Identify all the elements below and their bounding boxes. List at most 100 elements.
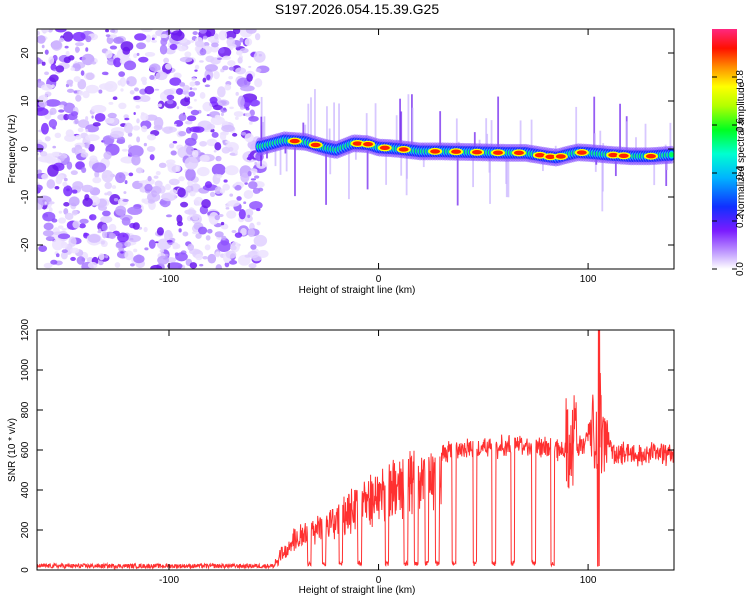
spectrogram-noise-blob bbox=[37, 35, 46, 44]
spectrogram-noise-blob bbox=[185, 93, 190, 98]
spectrogram-noise-blob bbox=[133, 254, 145, 264]
spectrogram-noise-blob bbox=[189, 190, 196, 197]
spectrogram-noise-blob bbox=[211, 131, 219, 138]
spectrogram-noise-blob bbox=[256, 208, 261, 212]
spectrogram-noise-blob bbox=[188, 91, 196, 97]
spectrogram-hotspot-core bbox=[534, 152, 545, 158]
spectrogram-noise-blob bbox=[55, 65, 65, 73]
spectrogram-noise-blob bbox=[230, 245, 237, 251]
spectrogram-noise-blob bbox=[243, 189, 254, 199]
spectrogram-noise-blob bbox=[44, 136, 51, 142]
spectrogram-noise-blob bbox=[147, 175, 152, 182]
spectrogram-noise-blob bbox=[76, 256, 86, 265]
spectrogram-noise-blob bbox=[100, 240, 105, 245]
spectrogram-noise-blob bbox=[89, 214, 97, 221]
spectrogram-noise-blob bbox=[111, 185, 117, 189]
spectrogram-noise-blob bbox=[192, 213, 199, 221]
spectrogram-noise-blob bbox=[160, 37, 168, 46]
spectrogram-noise-blob bbox=[190, 39, 194, 43]
spectrogram-noise-blob bbox=[240, 172, 250, 183]
spectrogram-noise-blob bbox=[151, 37, 155, 41]
spectrogram-noise-blob bbox=[218, 47, 225, 54]
spectrogram-x-tick-label: 100 bbox=[580, 274, 597, 285]
spectrogram-noise-blob bbox=[53, 151, 62, 157]
spectrogram-noise-blob bbox=[91, 104, 107, 114]
spectrogram-smear bbox=[325, 147, 327, 205]
spectrogram-smear bbox=[314, 89, 316, 145]
spectrogram-noise-blob bbox=[61, 228, 67, 231]
spectrogram-noise-blob bbox=[179, 82, 186, 87]
spectrogram-noise-blob bbox=[191, 149, 199, 158]
spectrogram-noise-blob bbox=[84, 142, 90, 149]
spectrogram-noise-blob bbox=[246, 73, 253, 82]
spectrogram-noise-blob bbox=[257, 249, 269, 258]
spectrogram-noise-blob bbox=[225, 140, 230, 144]
spectrogram-noise-blob bbox=[194, 196, 204, 206]
spectrogram-noise-blob bbox=[216, 174, 223, 179]
spectrogram-y-tick-label: -20 bbox=[20, 237, 31, 252]
spectrogram-noise-blob bbox=[79, 218, 89, 224]
spectrogram-noise-blob bbox=[105, 34, 111, 37]
spectrogram-noise-blob bbox=[244, 38, 253, 46]
spectrogram-smear bbox=[310, 97, 312, 144]
spectrogram-noise-blob bbox=[195, 253, 203, 261]
spectrogram-noise-blob bbox=[199, 60, 204, 63]
spectrogram-smear bbox=[665, 155, 668, 186]
spectrogram-smear bbox=[472, 152, 474, 188]
spectrogram-noise-blob bbox=[78, 90, 84, 96]
spectrogram-noise-blob bbox=[64, 45, 69, 49]
spectrogram-smear bbox=[593, 96, 596, 154]
spectrogram-smear bbox=[326, 106, 328, 149]
spectrogram-noise-blob bbox=[37, 195, 52, 206]
spectrogram-noise-blob bbox=[115, 172, 126, 184]
spectrogram-noise-blob bbox=[144, 51, 156, 57]
spectrogram-noise-blob bbox=[45, 236, 55, 242]
spectrogram-noise-blob bbox=[123, 122, 133, 134]
spectrogram-noise-blob bbox=[169, 77, 182, 86]
spectrogram-hotspot-core bbox=[363, 142, 374, 147]
spectrogram-noise-blob bbox=[63, 202, 70, 207]
spectrogram-noise-blob bbox=[187, 180, 193, 187]
snr-x-tick-label: -100 bbox=[159, 575, 179, 586]
spectrogram-noise-blob bbox=[169, 43, 178, 51]
spectrogram-noise-blob bbox=[226, 37, 236, 47]
spectrogram-noise-blob bbox=[75, 134, 82, 140]
spectrogram-noise-blob bbox=[224, 261, 230, 268]
spectrogram-noise-blob bbox=[191, 77, 197, 81]
spectrogram-noise-blob bbox=[257, 187, 264, 192]
spectrogram-smear bbox=[644, 123, 647, 157]
spectrogram-noise-blob bbox=[167, 163, 180, 173]
spectrogram-noise-blob bbox=[85, 128, 89, 133]
spectrogram-noise-blob bbox=[81, 184, 94, 193]
spectrogram-noise-blob bbox=[148, 239, 156, 249]
spectrogram-noise-blob bbox=[104, 192, 108, 196]
spectrogram-noise-blob bbox=[151, 39, 158, 43]
spectrogram-noise-blob bbox=[133, 248, 138, 253]
spectrogram-noise-blob bbox=[55, 253, 60, 258]
spectrogram-smear bbox=[338, 103, 340, 150]
spectrogram-noise-blob bbox=[73, 144, 83, 156]
spectrogram-noise-blob bbox=[89, 155, 98, 162]
spectrogram-noise-blob bbox=[253, 51, 266, 63]
spectrogram-noise-blob bbox=[138, 56, 149, 63]
spectrogram-noise-blob bbox=[105, 50, 113, 59]
spectrogram-noise-blob bbox=[41, 61, 46, 66]
spectrogram-noise-blob bbox=[72, 220, 81, 229]
spectrogram-smear bbox=[399, 98, 401, 150]
spectrogram-noise-blob bbox=[219, 132, 227, 141]
spectrogram-noise-blob bbox=[247, 214, 251, 219]
spectrogram-noise-blob bbox=[169, 143, 175, 149]
colorbar-tick-label: 0.4 bbox=[735, 166, 746, 180]
spectrogram-noise-blob bbox=[211, 163, 226, 176]
spectrogram-noise-blob bbox=[66, 188, 70, 192]
spectrogram-hotspot-core bbox=[555, 154, 566, 159]
spectrogram-noise-blob bbox=[49, 74, 59, 83]
colorbar-tick-label: 0.8 bbox=[735, 70, 746, 84]
spectrogram-smear bbox=[407, 94, 410, 151]
spectrogram-noise-blob bbox=[66, 88, 75, 93]
spectrogram-noise-blob bbox=[184, 137, 197, 147]
spectrogram-noise-blob bbox=[185, 168, 196, 182]
colorbar-gradient bbox=[712, 29, 737, 269]
spectrogram-noise-blob bbox=[118, 71, 126, 77]
